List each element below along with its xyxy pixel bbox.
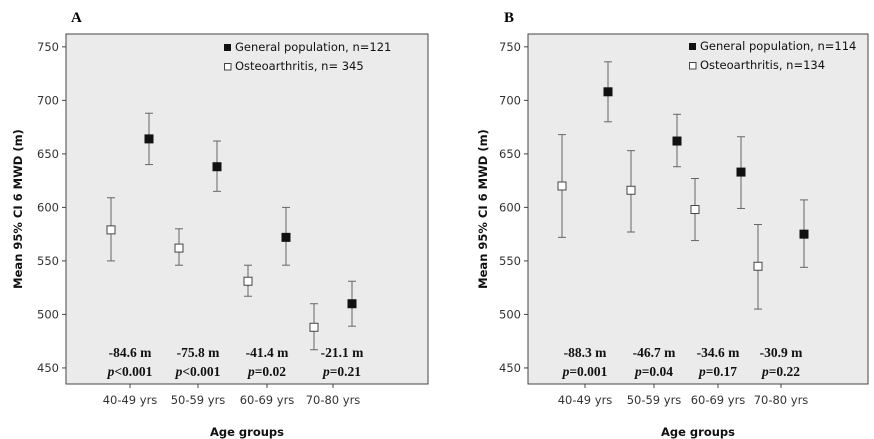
panel-a-point-general xyxy=(281,232,291,242)
panel-a-y-tick-label: 500 xyxy=(37,307,59,321)
panel-b-annotation-p: p=0.001 xyxy=(562,364,608,379)
panel-a-annotation-p: p<0.001 xyxy=(175,364,221,379)
panel-b-legend: General population, n=114 Osteoarthritis… xyxy=(689,39,856,72)
panel-b-x-axis-title: Age groups xyxy=(661,425,735,439)
panel-a-point-general xyxy=(144,134,154,144)
panel-a-annotation-p: p=0.02 xyxy=(247,364,286,379)
panel-b-annotation-diff: -46.7 m xyxy=(633,345,676,360)
panel-b-annotation-diff: -88.3 m xyxy=(564,345,607,360)
panel-a-annotation-diff: -21.1 m xyxy=(321,345,364,360)
panel-a-y-tick-label: 650 xyxy=(37,147,59,161)
panel-a-y-tick-label: 550 xyxy=(37,254,59,268)
panel-b-y-tick-label: 600 xyxy=(499,200,521,214)
panel-a-y-axis-title: Mean 95% CI 6 MWD (m) xyxy=(11,129,25,289)
panel-a-x-tick-label: 70-80 yrs xyxy=(306,393,361,407)
panel-b-annotation-p: p=0.17 xyxy=(698,364,737,379)
panel-a-point-oa xyxy=(309,322,319,332)
panel-a: A Mean 95% CI 6 MWD (m) Age groups 450 50… xyxy=(11,10,429,439)
panel-a-marks xyxy=(106,112,357,351)
panel-b-annotation-diff: -34.6 m xyxy=(697,345,740,360)
panel-b: B Mean 95% CI 6 MWD (m) Age groups 450 50… xyxy=(476,10,869,439)
panel-a-x-axis-title: Age groups xyxy=(210,425,284,439)
panel-b-legend-marker-oa xyxy=(689,62,697,70)
panel-b-x-tick-label: 70-80 yrs xyxy=(754,393,809,407)
panel-a-legend: General population, n=121 Osteoarthritis… xyxy=(224,40,391,73)
panel-a-legend-marker-oa xyxy=(224,63,232,71)
panel-b-annotation-p: p=0.04 xyxy=(634,364,673,379)
panel-a-point-oa xyxy=(174,243,184,253)
panel-b-annotation-diff: -30.9 m xyxy=(760,345,803,360)
panel-b-legend-oa: Osteoarthritis, n=134 xyxy=(700,58,825,72)
panel-a-annotation-diff: -84.6 m xyxy=(109,345,152,360)
panel-b-marks xyxy=(557,61,809,310)
panel-a-point-general xyxy=(212,162,222,172)
panel-a-ticks: 450 500 550 600 650 700 750 40-49 yrs 50-59 yrs 6… xyxy=(37,40,360,407)
panel-b-point-general xyxy=(672,136,682,146)
panel-a-annotation-diff: -41.4 m xyxy=(246,345,289,360)
panel-b-ticks: 450 500 550 600 650 700 750 40-49 yrs 50-59 yrs 6… xyxy=(499,40,808,407)
panel-a-legend-oa: Osteoarthritis, n= 345 xyxy=(235,59,364,73)
panel-a-x-tick-label: 60-69 yrs xyxy=(240,393,295,407)
panel-a-x-tick-label: 40-49 yrs xyxy=(103,393,158,407)
panel-b-legend-general: General population, n=114 xyxy=(700,39,856,53)
panel-b-y-axis-title: Mean 95% CI 6 MWD (m) xyxy=(476,129,490,289)
panel-b-point-oa xyxy=(753,261,763,271)
panel-b-point-oa xyxy=(626,185,636,195)
panel-b-legend-marker-general xyxy=(689,43,696,50)
panel-a-x-tick-label: 50-59 yrs xyxy=(171,393,226,407)
panel-a-point-oa xyxy=(106,225,116,235)
panel-a-point-oa xyxy=(243,276,253,286)
panel-a-y-tick-label: 600 xyxy=(37,200,59,214)
panel-b-x-tick-label: 40-49 yrs xyxy=(558,393,613,407)
panel-a-annotation-p: p=0.21 xyxy=(322,364,361,379)
panel-a-y-tick-label: 700 xyxy=(37,93,59,107)
panel-b-y-tick-label: 500 xyxy=(499,307,521,321)
panel-a-y-tick-label: 450 xyxy=(37,361,59,375)
panel-b-y-tick-label: 700 xyxy=(499,93,521,107)
panel-a-legend-marker-general xyxy=(224,44,231,51)
panel-a-legend-general: General population, n=121 xyxy=(235,40,391,54)
panel-a-label: A xyxy=(71,10,82,26)
panel-a-point-general xyxy=(347,299,357,309)
panel-b-y-tick-label: 450 xyxy=(499,361,521,375)
panel-b-point-general xyxy=(603,87,613,97)
panel-a-annotations: -84.6 m p<0.001 -75.8 m p<0.001 -41.4 m p=0.0… xyxy=(107,345,365,379)
panel-b-y-tick-label: 750 xyxy=(499,40,521,54)
panel-b-label: B xyxy=(504,10,514,26)
panel-b-point-general xyxy=(799,229,809,239)
panel-b-point-oa xyxy=(557,181,567,191)
panel-b-y-tick-label: 550 xyxy=(499,254,521,268)
panel-b-point-oa xyxy=(690,205,700,215)
panel-b-annotation-p: p=0.22 xyxy=(761,364,800,379)
panel-b-x-tick-label: 60-69 yrs xyxy=(691,393,746,407)
panel-a-y-tick-label: 750 xyxy=(37,40,59,54)
panel-b-y-tick-label: 650 xyxy=(499,147,521,161)
panel-b-point-general xyxy=(736,167,746,177)
panel-b-annotations: -88.3 m p=0.001 -46.7 m p=0.04 -34.6 m p=0.17… xyxy=(562,345,804,379)
panel-b-x-tick-label: 50-59 yrs xyxy=(627,393,682,407)
panel-a-annotation-diff: -75.8 m xyxy=(177,345,220,360)
panel-a-annotation-p: p<0.001 xyxy=(107,364,153,379)
panel-a-plot-area xyxy=(65,33,429,385)
